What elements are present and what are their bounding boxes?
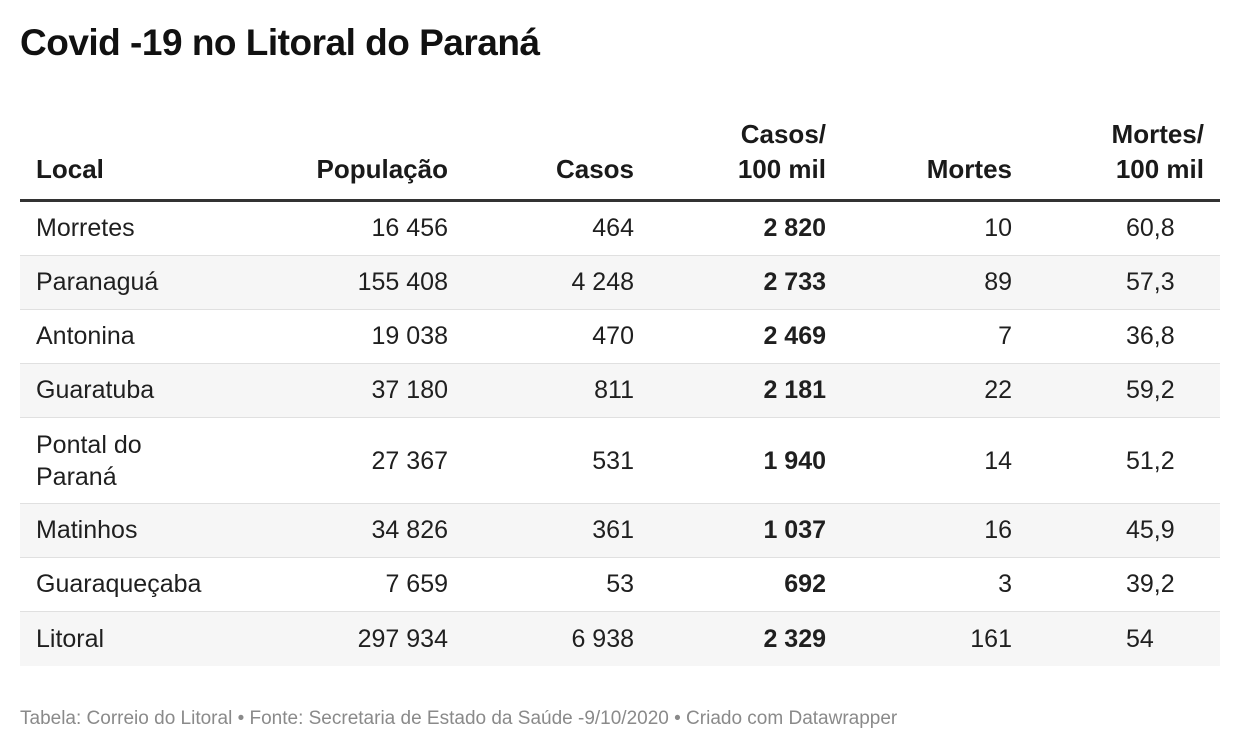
table-cell: 1 940 [763,446,826,475]
table-cell: Guaratuba [20,376,230,405]
table-cell-line: Antonina [36,322,135,350]
table-body: Morretes 16 456 464 2 820 10 60,8 Paranaguá 155… [20,202,1220,666]
table-cell: 19 038 [371,322,448,350]
table-cell: 54 [1126,624,1154,653]
table-cell: 6 938 [571,624,634,653]
column-header-line: População [316,154,448,184]
table-cell-line: Paraná [36,462,117,491]
table-cell: 10 [984,214,1012,242]
table-cell: 36,8 [1126,322,1175,350]
table-cell: 51,2 [1126,446,1175,475]
column-header-line: 100 mil [737,154,826,184]
table-row: Matinhos 34 826 361 1 037 16 45,9 [20,504,1220,558]
table-cell: 470 [592,322,634,350]
table-cell: 60,8 [1126,214,1175,242]
table-cell: 7 [998,322,1012,350]
table-cell: Pontal do Paraná [20,429,230,493]
table-row: Pontal do Paraná 27 367 531 1 940 14 51,2 [20,418,1220,504]
footer-credits: Tabela: Correio do Litoral • Fonte: Secr… [20,708,898,729]
table-cell: 34 826 [371,516,448,544]
table-cell: 14 [984,446,1012,475]
table-cell: 2 181 [763,376,826,404]
table-cell-line: Guaraqueçaba [36,570,202,598]
table-cell-line: Litoral [36,624,105,653]
column-header: Mortes [826,152,1012,187]
table-header: Local População Casos Casos/100 mil Mortes Mo… [20,114,1220,202]
table-cell: 2 329 [763,624,826,653]
table-cell: 45,9 [1126,516,1175,544]
table-row: Antonina 19 038 470 2 469 7 36,8 [20,310,1220,364]
table-row: Litoral 297 934 6 938 2 329 161 54 [20,612,1220,666]
table-cell: 39,2 [1126,570,1175,598]
column-header: Casos/100 mil [634,117,826,187]
table-cell: 464 [592,214,634,242]
table-cell: Morretes [20,214,230,243]
table-row: Morretes 16 456 464 2 820 10 60,8 [20,202,1220,256]
column-header: Mortes/100 mil [1012,117,1204,187]
table-cell: 297 934 [357,624,448,653]
table-cell: 692 [784,570,826,598]
table-cell: 155 408 [357,268,448,296]
table-cell: 3 [998,570,1012,598]
table-cell: 59,2 [1126,376,1175,404]
table-cell-line: Matinhos [36,516,138,544]
table-cell: 4 248 [571,268,634,296]
table-cell: Litoral [20,625,230,654]
column-header-line: 100 mil [1115,154,1204,184]
table-cell: 16 456 [371,214,448,242]
table-cell-line: Paranaguá [36,268,159,296]
table-cell: 2 820 [763,214,826,242]
table-cell: 2 469 [763,322,826,350]
column-header: Casos [448,152,634,187]
column-header: População [230,152,448,187]
table-cell: 7 659 [385,570,448,598]
column-header-line: Casos [555,154,634,184]
table-cell: 22 [984,376,1012,404]
table-cell: 16 [984,516,1012,544]
column-header-line: Local [36,154,104,184]
table-cell: 89 [984,268,1012,296]
table-cell: Paranaguá [20,268,230,297]
column-header-line: Mortes/ [1111,119,1204,149]
table-cell: 37 180 [371,376,448,404]
table-cell: 27 367 [371,446,448,475]
table-cell: Antonina [20,322,230,351]
table-row: Paranaguá 155 408 4 248 2 733 89 57,3 [20,256,1220,310]
table-row: Guaraqueçaba 7 659 53 692 3 39,2 [20,558,1220,612]
column-header-line: Mortes [926,154,1012,184]
table-cell: 2 733 [763,268,826,296]
table-cell: 53 [606,570,634,598]
table-cell: 531 [592,446,634,475]
table-cell: 57,3 [1126,268,1175,296]
table-cell-line: Pontal do [36,430,142,459]
table-cell: 161 [970,624,1012,653]
table-cell-line: Morretes [36,214,135,242]
table-cell: 811 [594,376,634,404]
table-cell-line: Guaratuba [36,376,155,404]
table-cell: Matinhos [20,516,230,545]
data-table: Local População Casos Casos/100 mil Mortes Mo… [20,114,1220,666]
table-cell: Guaraqueçaba [20,570,230,599]
table-cell: 1 037 [763,516,826,544]
column-header-line: Casos/ [740,119,826,149]
column-header: Local [20,152,230,187]
page-title: Covid -19 no Litoral do Paraná [20,22,540,63]
table-row: Guaratuba 37 180 811 2 181 22 59,2 [20,364,1220,418]
table-cell: 361 [592,516,634,544]
